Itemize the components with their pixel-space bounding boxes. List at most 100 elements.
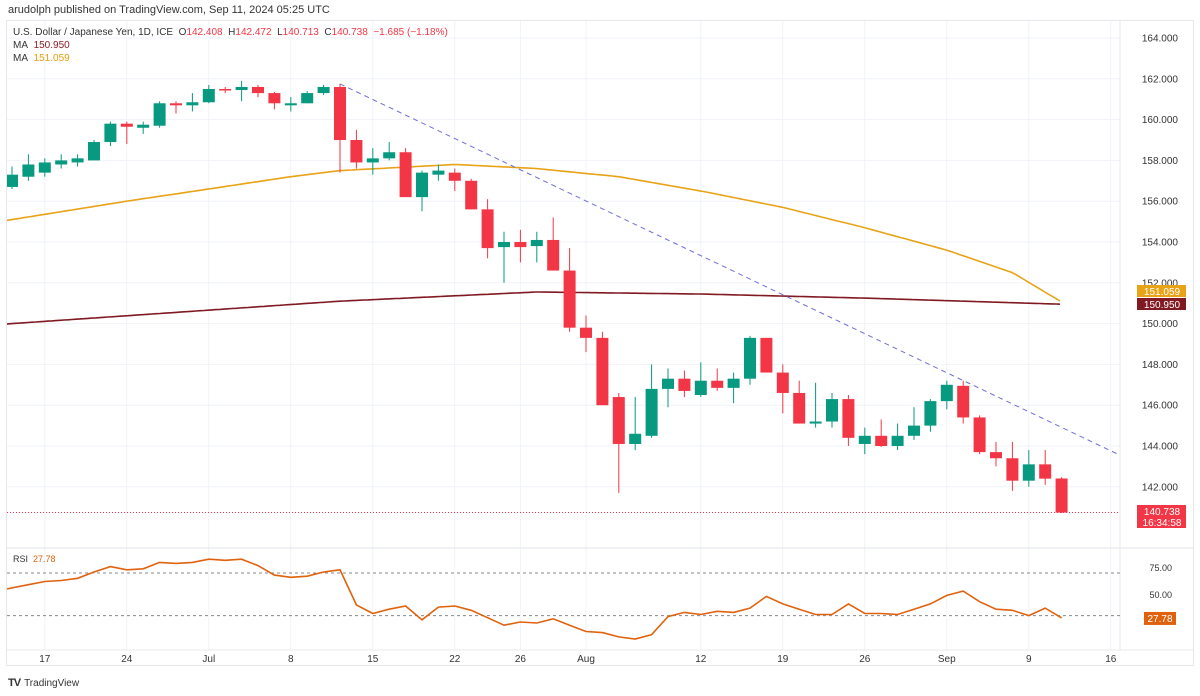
candle-down (547, 239, 560, 271)
price-tick-label: 154.000 (1142, 238, 1179, 249)
ma-label: MA (13, 40, 28, 51)
candle-up (137, 124, 150, 128)
low-label: L (277, 27, 283, 38)
candle-down (448, 172, 461, 181)
rsi-tick-label: 75.00 (1149, 563, 1172, 573)
candle-down (842, 399, 855, 438)
last-price-label-bg (1137, 505, 1186, 528)
candle-down (990, 452, 1002, 459)
price-tick-label: 150.000 (1142, 319, 1179, 330)
open-value: 142.408 (186, 27, 223, 38)
ma-short-price-label: 151.059 (1144, 287, 1181, 298)
candle-up (301, 93, 314, 104)
candle-down (514, 242, 527, 248)
rsi-label: RSI (13, 554, 29, 564)
price-pane (7, 80, 1120, 514)
candle-down (1039, 464, 1052, 479)
candle-down (1006, 458, 1019, 481)
date-tick-label: 24 (121, 654, 133, 665)
candle-up (809, 421, 822, 424)
rsi-line (6, 558, 1063, 640)
candle-down (219, 89, 232, 91)
price-tick-label: 156.000 (1142, 197, 1179, 208)
ma-long-price-label: 150.950 (1144, 300, 1181, 311)
price-tick-label: 162.000 (1142, 74, 1179, 85)
ma-short-line (7, 163, 1061, 302)
ma-short-price-label-bg (1137, 285, 1186, 297)
date-tick-label: 9 (1026, 654, 1032, 665)
candle-up (924, 401, 937, 426)
rsi-tick-label: 50.00 (1149, 590, 1172, 600)
candle-down (252, 86, 264, 94)
candle-down (957, 385, 970, 418)
brand-name: TradingView (24, 677, 80, 689)
candle-up (530, 239, 543, 247)
published-caption: arudolph published on TradingView.com, S… (8, 4, 330, 16)
tradingview-logo[interactable]: TV TradingView (8, 677, 79, 689)
ma-long-legend[interactable]: MA 150.950 (13, 39, 448, 52)
candle-down (350, 140, 363, 163)
candle-down (793, 392, 806, 424)
symbol-name: U.S. Dollar / Japanese Yen, 1D, ICE (13, 27, 174, 38)
rsi-value: 27.78 (33, 554, 56, 564)
candle-down (1055, 478, 1068, 513)
chart-legend: U.S. Dollar / Japanese Yen, 1D, ICE O142… (13, 26, 448, 65)
candle-down (465, 180, 478, 210)
candle-up (432, 170, 445, 175)
price-tick-label: 158.000 (1142, 156, 1179, 167)
date-tick-label: Jul (202, 654, 215, 665)
date-tick-label: 26 (859, 654, 871, 665)
candle-down (776, 372, 789, 393)
last-price-label: 16:34:58 (1143, 518, 1182, 529)
candle-up (694, 380, 707, 395)
candle-up (153, 103, 166, 126)
candle-down (596, 337, 609, 406)
price-tick-label: 142.000 (1142, 482, 1179, 493)
ma-short-legend[interactable]: MA 151.059 (13, 52, 448, 65)
candle-up (186, 102, 199, 106)
high-value: 142.472 (235, 27, 272, 38)
candle-down (580, 327, 592, 338)
candle-up (1022, 464, 1035, 481)
trendline (339, 83, 1120, 456)
price-tick-label: 148.000 (1142, 360, 1179, 371)
candle-down (481, 209, 494, 249)
candle-down (170, 103, 182, 106)
date-tick-label: 15 (367, 654, 379, 665)
open-label: O (178, 27, 187, 38)
candle-up (629, 433, 642, 444)
candle-down (334, 86, 346, 140)
candle-down (120, 123, 133, 127)
candle-up (317, 86, 330, 94)
ma-long-price-label-bg (1137, 298, 1186, 310)
tradingview-logo-icon: TV (8, 677, 21, 689)
candle-up (858, 435, 871, 444)
candle-up (284, 103, 297, 106)
candle-up (383, 152, 396, 159)
chart-frame (6, 20, 1194, 666)
candle-down (875, 435, 888, 446)
candle-down (268, 93, 281, 104)
high-label: H (228, 27, 236, 38)
candle-up (416, 172, 428, 198)
candle-down (760, 337, 773, 373)
candle-up (7, 174, 18, 187)
candle-up (366, 158, 379, 163)
date-tick-label: Sep (938, 654, 956, 665)
candle-down (711, 380, 724, 388)
price-tick-label: 164.000 (1142, 34, 1179, 45)
rsi-legend[interactable]: RSI 27.78 (13, 554, 56, 564)
date-tick-label: 19 (777, 654, 789, 665)
candle-down (973, 417, 986, 453)
ma-short-value: 151.059 (33, 53, 70, 64)
candle-up (55, 160, 68, 165)
candle-up (71, 158, 84, 163)
candle-up (22, 164, 35, 177)
symbol-ohlc-row: U.S. Dollar / Japanese Yen, 1D, ICE O142… (13, 26, 448, 39)
candle-up (498, 242, 510, 248)
candle-up (202, 89, 215, 103)
candle-up (727, 378, 740, 388)
price-tick-label: 144.000 (1142, 442, 1179, 453)
candle-up (826, 399, 838, 422)
